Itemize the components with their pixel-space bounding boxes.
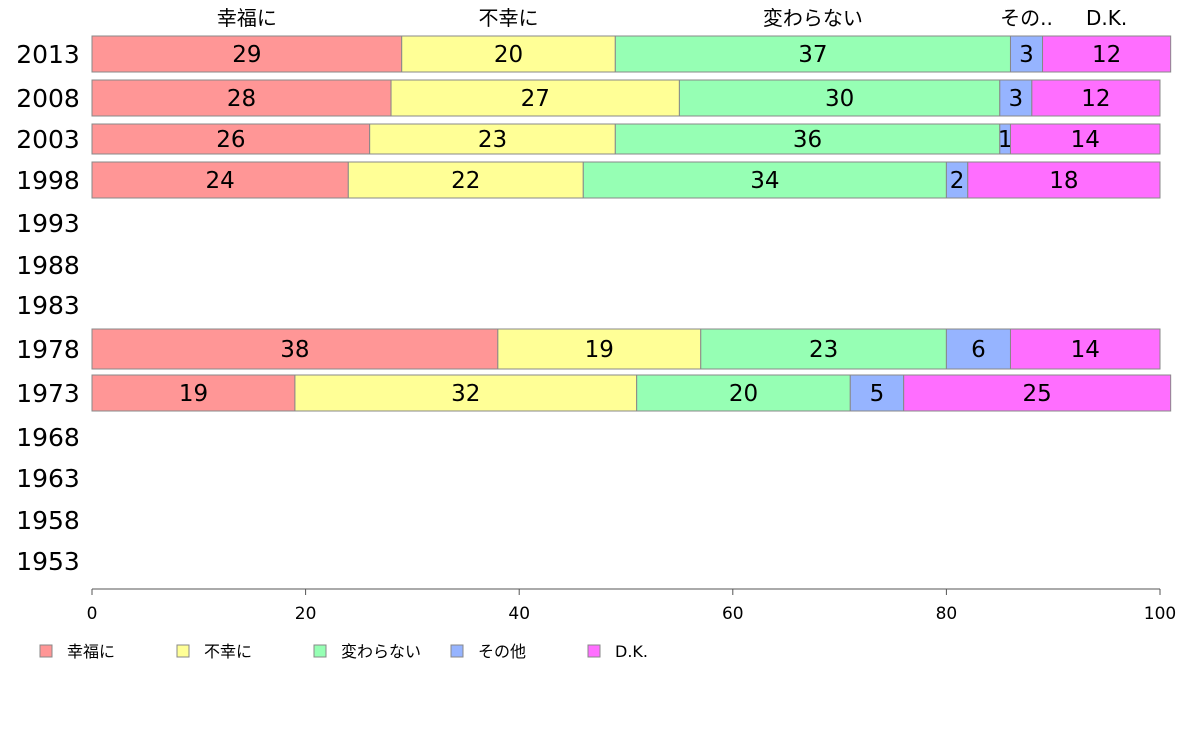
legend-swatch-4 <box>587 644 601 658</box>
bar-value-1978-s1: 19 <box>585 337 614 363</box>
year-label-2003: 2003 <box>16 125 80 154</box>
bar-value-1973-s2: 20 <box>729 381 758 407</box>
year-label-1983: 1983 <box>16 291 80 320</box>
bar-segment-1998-s1 <box>347 161 584 199</box>
top-label-4: D.K. <box>1086 6 1127 30</box>
bar-value-2003-s3: 1 <box>998 127 1013 153</box>
bar-segment-1998-s2 <box>582 161 947 199</box>
bar-value-2003-s4: 14 <box>1071 127 1100 153</box>
bar-value-2008-s4: 12 <box>1081 86 1110 112</box>
legend-label-1: 不幸に <box>204 642 252 661</box>
legend-label-0: 幸福に <box>67 642 115 661</box>
legend-swatch-2 <box>313 644 327 658</box>
bar-segment-2003-s4 <box>1009 123 1161 155</box>
bar-value-2013-s4: 12 <box>1092 42 1121 68</box>
year-label-1968: 1968 <box>16 423 80 452</box>
legend: 幸福に 不幸に 変わらない その他 D.K. <box>39 642 648 661</box>
bar-segment-2013-s2 <box>614 35 1011 73</box>
bar-value-2013-s3: 3 <box>1019 42 1034 68</box>
bar-value-2008-s1: 27 <box>521 86 550 112</box>
bar-value-1998-s1: 22 <box>451 168 480 194</box>
legend-swatch-1 <box>176 644 190 658</box>
top-label-2: 変わらない <box>763 6 863 30</box>
bar-segment-2008-s3 <box>999 79 1033 117</box>
bar-segment-1978-s3 <box>945 328 1011 370</box>
year-label-2008: 2008 <box>16 84 80 113</box>
bar-value-2003-s0: 26 <box>216 127 245 153</box>
bar-value-1973-s4: 25 <box>1023 381 1052 407</box>
bar-value-1978-s2: 23 <box>809 337 838 363</box>
bar-value-2013-s2: 37 <box>798 42 827 68</box>
bar-segment-1973-s1 <box>294 374 638 412</box>
bar-value-1978-s4: 14 <box>1071 337 1100 363</box>
legend-swatch-0 <box>39 644 53 658</box>
bar-value-1973-s1: 32 <box>451 381 480 407</box>
bar-value-1998-s3: 2 <box>950 168 965 194</box>
year-label-1973: 1973 <box>16 379 80 408</box>
top-label-1: 不幸に <box>479 6 539 30</box>
x-tick-label-4: 80 <box>936 604 958 624</box>
bar-segment-1978-s2 <box>700 328 947 370</box>
year-label-1998: 1998 <box>16 166 80 195</box>
x-tick-label-3: 60 <box>722 604 744 624</box>
bar-segment-2013-s4 <box>1042 35 1172 73</box>
bar-segment-2008-s4 <box>1031 79 1161 117</box>
year-label-1953: 1953 <box>16 547 80 576</box>
bar-segment-1998-s0 <box>91 161 349 199</box>
bar-segment-1978-s1 <box>497 328 702 370</box>
bar-value-2003-s2: 36 <box>793 127 822 153</box>
x-tick-label-5: 100 <box>1144 604 1176 624</box>
bar-value-1973-s0: 19 <box>179 381 208 407</box>
year-label-1978: 1978 <box>16 335 80 364</box>
bar-value-2008-s2: 30 <box>825 86 854 112</box>
bar-segment-1978-s4 <box>1009 328 1161 370</box>
bar-value-1998-s4: 18 <box>1049 168 1078 194</box>
bar-value-2008-s3: 3 <box>1008 86 1023 112</box>
legend-label-4: D.K. <box>615 642 648 661</box>
top-label-3: その.. <box>1000 6 1053 30</box>
legend-swatch-3 <box>450 644 464 658</box>
x-tick-label-2: 40 <box>508 604 530 624</box>
bar-segment-2013-s1 <box>401 35 616 73</box>
top-label-0: 幸福に <box>217 6 277 30</box>
bar-value-1978-s3: 6 <box>971 337 986 363</box>
x-tick-label-1: 20 <box>295 604 317 624</box>
bar-value-1998-s0: 24 <box>206 168 235 194</box>
bar-value-2013-s1: 20 <box>494 42 523 68</box>
bars: 29 20 37 3 12 28 27 30 3 12 26 23 36 1 14 24 22 34 2 18 38 19… <box>91 35 1172 412</box>
bar-segment-1973-s2 <box>636 374 851 412</box>
top-category-labels: 幸福に 不幸に 変わらない その.. D.K. <box>217 6 1127 30</box>
year-label-1963: 1963 <box>16 464 80 493</box>
year-labels: 2013 2008 2003 1998 1993 1988 1983 1978 1973 1968… <box>16 40 80 576</box>
bar-segment-1973-s4 <box>903 374 1172 412</box>
bar-segment-1998-s4 <box>967 161 1161 199</box>
bar-value-2013-s0: 29 <box>232 42 261 68</box>
bar-value-1973-s3: 5 <box>870 381 885 407</box>
year-label-1988: 1988 <box>16 251 80 280</box>
bar-value-2008-s0: 28 <box>227 86 256 112</box>
bar-segment-2008-s1 <box>390 79 680 117</box>
legend-label-2: 変わらない <box>341 642 421 661</box>
bar-segment-2013-s0 <box>91 35 403 73</box>
year-label-2013: 2013 <box>16 40 80 69</box>
bar-segment-2008-s0 <box>91 79 392 117</box>
bar-segment-2003-s2 <box>614 123 1001 155</box>
legend-label-3: その他 <box>478 642 526 661</box>
bar-segment-2003-s1 <box>369 123 616 155</box>
bar-value-1978-s0: 38 <box>280 337 309 363</box>
bar-value-2003-s1: 23 <box>478 127 507 153</box>
x-axis: 0 20 40 60 80 100 <box>87 588 1176 624</box>
bar-segment-1978-s0 <box>91 328 499 370</box>
x-tick-label-0: 0 <box>87 604 98 624</box>
year-label-1993: 1993 <box>16 209 80 238</box>
year-label-1958: 1958 <box>16 506 80 535</box>
bar-value-1998-s2: 34 <box>750 168 779 194</box>
bar-segment-2008-s2 <box>678 79 1001 117</box>
